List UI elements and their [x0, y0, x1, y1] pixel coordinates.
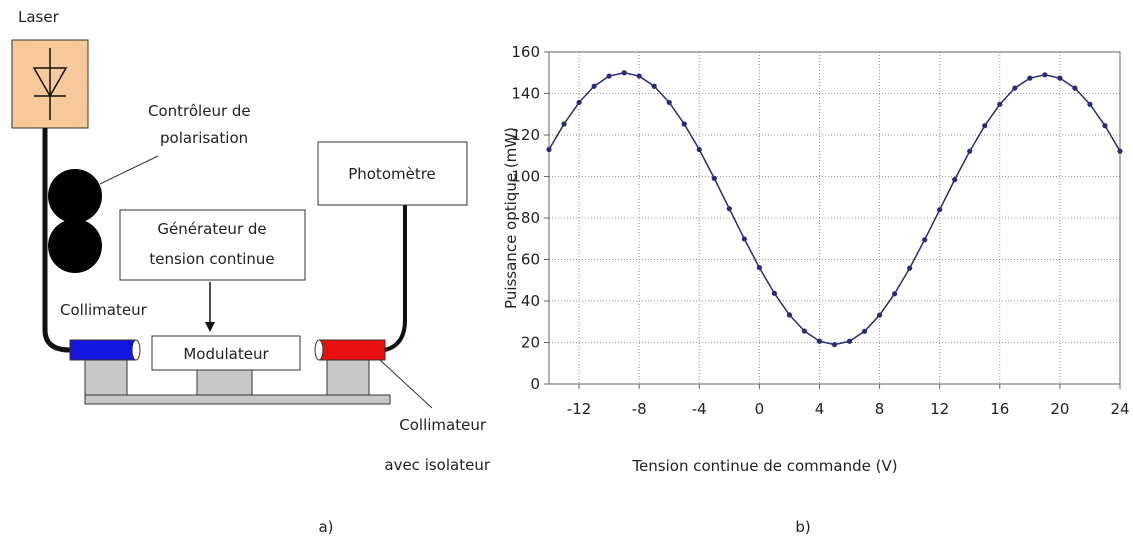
modulator-label: Modulateur [183, 345, 269, 363]
laser-label: Laser [18, 8, 60, 26]
data-point [922, 237, 927, 242]
data-point [576, 100, 581, 105]
support [327, 360, 369, 395]
data-line [549, 73, 1120, 345]
data-point [862, 329, 867, 334]
x-tick-label: 12 [930, 400, 949, 418]
data-point [757, 265, 762, 270]
data-point [1117, 149, 1122, 154]
data-point [742, 236, 747, 241]
x-tick-label: -4 [692, 400, 707, 418]
polarizer-loop [48, 169, 102, 223]
figure: Laser Contrôleur de polarisation Générat… [0, 0, 1133, 549]
polarizer-loop [48, 219, 102, 273]
data-point [997, 102, 1002, 107]
x-tick-label: 8 [875, 400, 885, 418]
data-point [817, 339, 822, 344]
support [85, 360, 127, 395]
data-point [591, 84, 596, 89]
data-point [892, 291, 897, 296]
data-point [1042, 72, 1047, 77]
data-point [967, 149, 972, 154]
panel-label: b) [795, 518, 810, 536]
y-tick-label: 60 [521, 251, 540, 269]
controller-label: polarisation [160, 129, 248, 147]
data-point [982, 123, 987, 128]
arrowhead [205, 322, 215, 332]
data-point [847, 339, 852, 344]
collimator-label: Collimateur [60, 301, 148, 319]
data-point [727, 206, 732, 211]
collimator-end [132, 340, 140, 360]
data-point [952, 177, 957, 182]
data-point [802, 328, 807, 333]
x-tick-label: -12 [567, 400, 592, 418]
x-tick-label: 0 [755, 400, 765, 418]
generator-label: Générateur de [157, 220, 266, 238]
data-point [712, 176, 717, 181]
photometer-label: Photomètre [348, 165, 436, 183]
collimator-end [315, 340, 323, 360]
y-tick-label: 100 [511, 168, 540, 186]
y-tick-label: 160 [511, 43, 540, 61]
data-point [682, 121, 687, 126]
x-tick-label: 20 [1050, 400, 1069, 418]
x-axis-title: Tension continue de commande (V) [631, 457, 897, 475]
data-point [1057, 76, 1062, 81]
panel-label: a) [318, 518, 333, 536]
y-tick-label: 80 [521, 209, 540, 227]
data-point [697, 147, 702, 152]
y-axis-title: Puissance optique (mW) [502, 127, 520, 309]
data-point [1027, 76, 1032, 81]
y-tick-label: 140 [511, 85, 540, 103]
controller-label: Contrôleur de [148, 102, 251, 120]
data-point [667, 100, 672, 105]
data-point [877, 313, 882, 318]
base [85, 395, 390, 404]
y-tick-label: 40 [521, 292, 540, 310]
isolator-label: avec isolateur [384, 456, 490, 474]
data-point [607, 73, 612, 78]
collimator [70, 340, 135, 360]
data-point [652, 84, 657, 89]
fiber [385, 205, 405, 350]
data-point [546, 147, 551, 152]
data-point [937, 207, 942, 212]
x-tick-label: -8 [632, 400, 647, 418]
x-tick-label: 4 [815, 400, 825, 418]
y-tick-label: 20 [521, 334, 540, 352]
data-point [622, 70, 627, 75]
data-point [1072, 86, 1077, 91]
x-tick-label: 24 [1110, 400, 1129, 418]
data-point [907, 266, 912, 271]
data-point [832, 342, 837, 347]
data-point [637, 73, 642, 78]
y-tick-label: 120 [511, 126, 540, 144]
pointer [100, 156, 158, 184]
data-point [787, 312, 792, 317]
x-tick-label: 16 [990, 400, 1009, 418]
data-point [561, 121, 566, 126]
isolator-label: Collimateur [399, 416, 487, 434]
generator-label: tension continue [149, 250, 274, 268]
y-tick-label: 0 [530, 375, 540, 393]
collimator-isolator [320, 340, 385, 360]
data-point [1102, 123, 1107, 128]
data-point [1087, 102, 1092, 107]
data-point [1012, 86, 1017, 91]
support [197, 370, 252, 395]
data-point [772, 291, 777, 296]
